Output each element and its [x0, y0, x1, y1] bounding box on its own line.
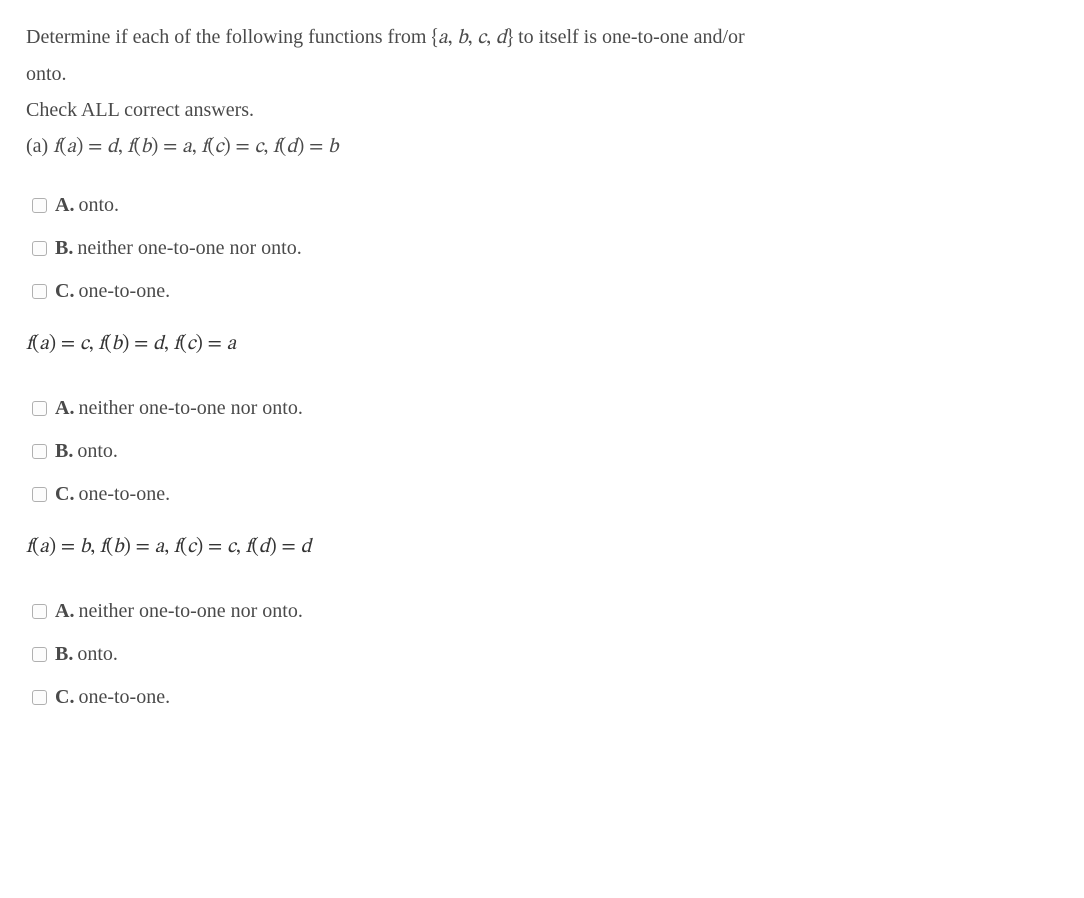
checkbox-icon[interactable]: [32, 444, 47, 459]
part-c-equation: f(a) = b, f(b) = a, f(c) = c, f(d) = d: [26, 537, 311, 557]
part-a-options: A. onto. B. neither one-to-one nor onto.…: [26, 190, 1058, 306]
checkbox-icon[interactable]: [32, 487, 47, 502]
part-a-label: (a) f(a) = d, f(b) = a, f(c) = c, f(d) =…: [26, 131, 1058, 162]
option-row[interactable]: B. onto.: [32, 436, 1058, 466]
option-text: one-to-one.: [78, 276, 170, 306]
option-letter: B.: [55, 436, 73, 466]
checkbox-icon[interactable]: [32, 604, 47, 619]
part-c-options: A. neither one-to-one nor onto. B. onto.…: [26, 596, 1058, 712]
intro-post: to itself is one-to-one and/or: [513, 26, 745, 48]
option-letter: C.: [55, 276, 74, 306]
checkbox-icon[interactable]: [32, 401, 47, 416]
question-intro: Determine if each of the following funct…: [26, 22, 1058, 125]
option-letter: B.: [55, 233, 73, 263]
intro-set: {a, b, c, d}: [431, 28, 513, 48]
option-letter: A.: [55, 596, 74, 626]
option-row[interactable]: A. neither one-to-one nor onto.: [32, 596, 1058, 626]
option-row[interactable]: C. one-to-one.: [32, 682, 1058, 712]
option-row[interactable]: B. neither one-to-one nor onto.: [32, 233, 1058, 263]
option-row[interactable]: A. onto.: [32, 190, 1058, 220]
option-letter: A.: [55, 393, 74, 423]
option-letter: C.: [55, 682, 74, 712]
part-b-options: A. neither one-to-one nor onto. B. onto.…: [26, 393, 1058, 509]
option-row[interactable]: B. onto.: [32, 639, 1058, 669]
part-a-equation: f(a) = d, f(b) = a, f(c) = c, f(d) = b: [53, 137, 338, 157]
option-text: onto.: [78, 190, 119, 220]
option-row[interactable]: A. neither one-to-one nor onto.: [32, 393, 1058, 423]
option-text: onto.: [77, 436, 118, 466]
part-b-equation: f(a) = c, f(b) = d, f(c) = a: [26, 334, 236, 354]
option-text: neither one-to-one nor onto.: [78, 393, 302, 423]
option-letter: A.: [55, 190, 74, 220]
intro-line-3: Check ALL correct answers.: [26, 95, 1058, 125]
checkbox-icon[interactable]: [32, 647, 47, 662]
option-text: neither one-to-one nor onto.: [77, 233, 301, 263]
option-row[interactable]: C. one-to-one.: [32, 276, 1058, 306]
part-c-label: f(a) = b, f(b) = a, f(c) = c, f(d) = d: [26, 531, 1058, 562]
option-text: one-to-one.: [78, 479, 170, 509]
intro-pre: Determine if each of the following funct…: [26, 26, 431, 48]
checkbox-icon[interactable]: [32, 241, 47, 256]
checkbox-icon[interactable]: [32, 284, 47, 299]
option-letter: C.: [55, 479, 74, 509]
intro-line-1: Determine if each of the following funct…: [26, 22, 1058, 53]
part-b-label: f(a) = c, f(b) = d, f(c) = a: [26, 328, 1058, 359]
intro-line-2: onto.: [26, 59, 1058, 89]
option-text: neither one-to-one nor onto.: [78, 596, 302, 626]
option-text: onto.: [77, 639, 118, 669]
option-row[interactable]: C. one-to-one.: [32, 479, 1058, 509]
checkbox-icon[interactable]: [32, 690, 47, 705]
checkbox-icon[interactable]: [32, 198, 47, 213]
option-letter: B.: [55, 639, 73, 669]
option-text: one-to-one.: [78, 682, 170, 712]
part-a-prefix: (a): [26, 135, 53, 157]
